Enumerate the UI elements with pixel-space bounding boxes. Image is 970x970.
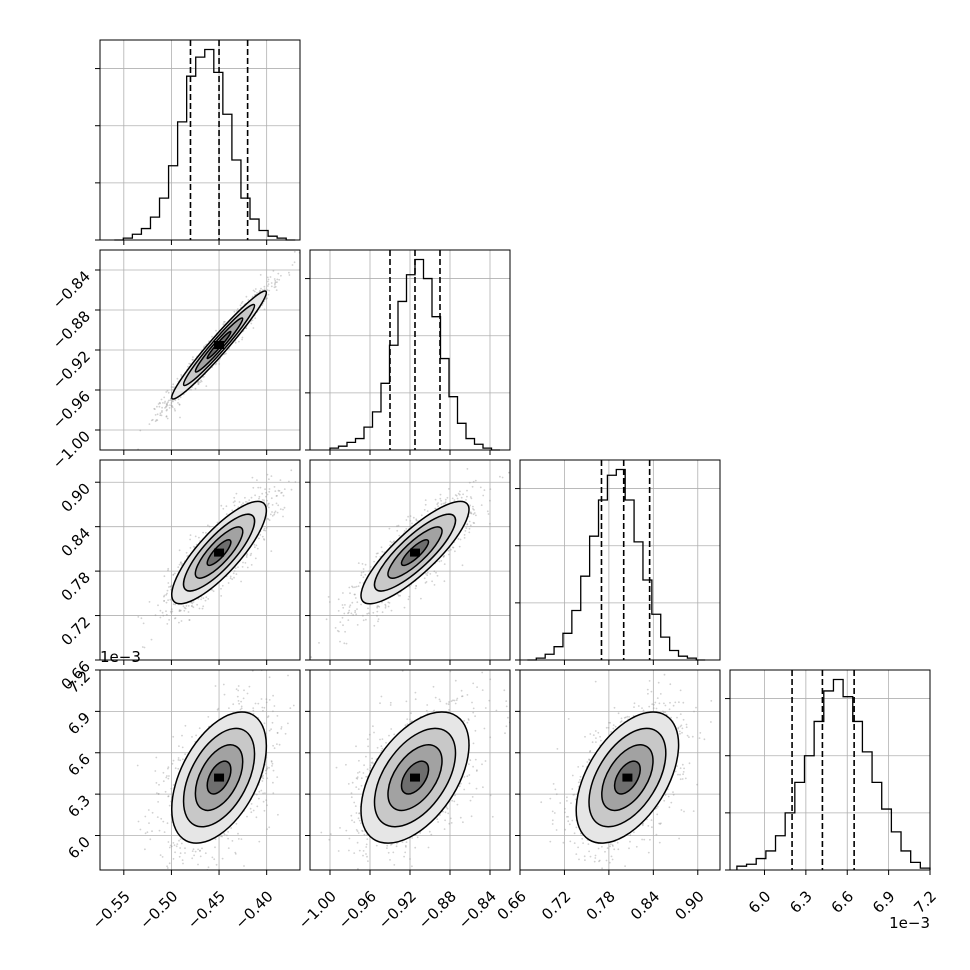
x-tick-label-3-1: 6.3 (786, 887, 816, 917)
contour-2-2 (373, 513, 457, 592)
contour-1-2 (182, 513, 256, 592)
x-tick-label-1-2: −0.92 (375, 887, 420, 932)
contour-layer (170, 290, 680, 844)
density-peak-3 (214, 773, 225, 782)
y-tick-label-2-3: 0.84 (58, 524, 94, 560)
contour-1-1 (194, 526, 244, 579)
contour-5-2 (588, 727, 667, 828)
y-tick-label-2-2: 0.78 (58, 568, 94, 604)
x-tick-label-3-2: 6.6 (828, 887, 858, 917)
y-tick-label-3-1: 6.3 (64, 791, 94, 821)
y-tick-label-2-1: 0.72 (58, 613, 94, 649)
density-peak-0 (214, 341, 225, 349)
contour-5-0 (613, 760, 641, 795)
density-peak-4 (410, 773, 420, 782)
x-tick-label-2-1: 0.72 (538, 887, 574, 923)
x-tick-label-1-3: −0.88 (415, 887, 460, 932)
contour-3-0 (206, 760, 232, 795)
x-tick-label-3-4: 7.2 (910, 887, 940, 917)
x-tick-label-0-2: −0.45 (184, 887, 229, 932)
x-tick-label-1-0: −1.00 (295, 887, 340, 932)
contour-0-3 (170, 290, 268, 400)
contour-4-3 (360, 711, 470, 844)
histogram-step-3 (736, 678, 931, 870)
x-tick-label-2-2: 0.78 (583, 887, 619, 923)
contour-2-1 (387, 526, 443, 579)
contour-3-2 (182, 727, 256, 828)
x-tick-label-2-3: 0.84 (627, 887, 663, 923)
histogram-step-0 (114, 48, 296, 241)
y-tick-label-3-0: 6.0 (64, 833, 94, 863)
x-tick-label-3-0: 6.0 (745, 887, 775, 917)
y-tick-label-1-1: −0.96 (49, 387, 94, 432)
histogram-layer (114, 40, 931, 870)
y-tick-label-1-3: −0.88 (49, 307, 94, 352)
histogram-step-2 (527, 468, 706, 661)
y-tick-label-3-2: 6.6 (64, 750, 94, 780)
pair-frame-1 (99, 459, 301, 661)
x-offset-label: 1e−3 (889, 914, 930, 932)
x-tick-label-1-1: −0.96 (335, 887, 380, 932)
x-tick-label-0-1: −0.50 (136, 887, 181, 932)
x-tick-label-2-0: 0.66 (494, 887, 530, 923)
contour-2-3 (360, 500, 470, 605)
y-tick-label-1-4: −0.84 (49, 267, 94, 312)
x-tick-label-2-4: 0.90 (671, 887, 707, 923)
y-tick-label-2-4: 0.90 (58, 480, 94, 516)
density-peak-5 (622, 773, 633, 782)
contour-5-1 (601, 744, 654, 812)
y-tick-label-1-2: −0.92 (49, 347, 94, 392)
hist-frame-2 (519, 459, 721, 661)
x-tick-label-0-3: −0.40 (231, 887, 276, 932)
contour-4-0 (400, 760, 430, 795)
density-peak-2 (410, 548, 420, 557)
hist-frame-0 (99, 39, 301, 241)
contour-5-3 (575, 711, 680, 844)
y-offset-label: 1e−3 (100, 648, 141, 666)
pair-frame-3 (99, 669, 301, 871)
hist-frame-3 (729, 669, 931, 871)
contour-0-2 (182, 303, 256, 387)
contour-4-2 (373, 727, 457, 828)
x-tick-label-0-0: −0.55 (89, 887, 134, 932)
contour-1-3 (170, 500, 268, 605)
y-tick-label-3-3: 6.9 (64, 709, 94, 739)
histogram-step-1 (329, 258, 500, 451)
contour-3-3 (170, 711, 268, 844)
x-tick-label-3-3: 6.9 (869, 887, 899, 917)
y-tick-label-1-0: −1.00 (49, 427, 94, 472)
x-tick-label-1-4: −0.84 (455, 887, 500, 932)
contour-4-1 (387, 744, 443, 812)
contour-3-1 (194, 744, 244, 812)
density-peak-1 (214, 548, 225, 557)
pair-frame-5 (519, 669, 721, 871)
